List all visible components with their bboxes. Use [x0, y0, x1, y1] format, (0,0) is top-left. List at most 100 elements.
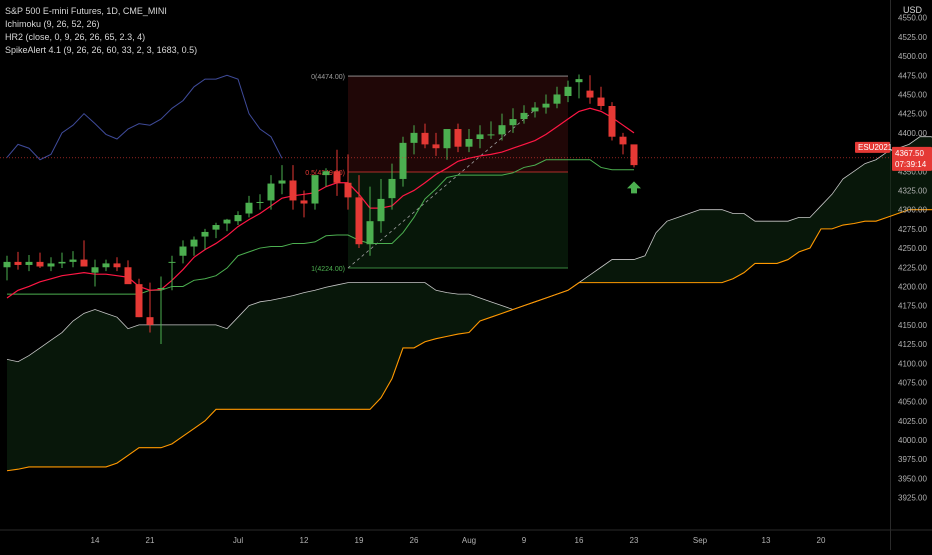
- candle-body: [597, 97, 605, 106]
- candle-body: [377, 198, 385, 222]
- candle-body: [190, 239, 198, 247]
- symbol-tag-box: [855, 141, 890, 153]
- candle-body: [256, 201, 264, 203]
- candle-body: [25, 261, 33, 265]
- candle-body: [366, 221, 374, 245]
- candle-body: [542, 103, 550, 108]
- price-tick-label: 4500.00: [898, 52, 927, 61]
- candle-body: [454, 129, 462, 147]
- legend-ichimoku[interactable]: Ichimoku (9, 26, 52, 26): [5, 19, 100, 29]
- fib-label-bottom: 1(4224.00): [311, 266, 345, 273]
- candle-body: [80, 259, 88, 267]
- candle-body: [91, 267, 99, 273]
- price-tick-label: 4350.00: [898, 167, 927, 176]
- price-tick-label: 4325.00: [898, 186, 927, 195]
- candle-body: [311, 175, 319, 204]
- currency-label: USD: [902, 5, 922, 15]
- time-tick-label: 9: [522, 536, 527, 545]
- price-tick-label: 4400.00: [898, 129, 927, 138]
- candle-body: [36, 261, 44, 267]
- price-tick-label: 4075.00: [898, 378, 927, 387]
- candle-body: [58, 261, 66, 264]
- senkou-span-b-line: [6, 209, 932, 472]
- time-tick-label: 16: [575, 536, 584, 545]
- fib-trend-line: [347, 109, 536, 269]
- ichimoku-cloud: [7, 136, 932, 471]
- candle-body: [432, 144, 440, 149]
- chart-legend: S&P 500 E-mini Futures, 1D, CME_MINI Ich…: [5, 5, 197, 57]
- time-tick-label: 19: [355, 536, 364, 545]
- candle-body: [355, 197, 363, 245]
- candle-body: [553, 94, 561, 104]
- candle-body: [520, 112, 528, 120]
- senkou-span-a-line: [6, 136, 932, 363]
- fib-zone-lower: [348, 172, 568, 269]
- price-tick-label: 4175.00: [898, 302, 927, 311]
- price-tick-label: 4125.00: [898, 340, 927, 349]
- chart-title: S&P 500 E-mini Futures, 1D, CME_MINI: [5, 6, 167, 16]
- candle-body: [146, 317, 154, 325]
- candle-body: [278, 180, 286, 184]
- price-tick-label: 4250.00: [898, 244, 927, 253]
- candle-body: [421, 132, 429, 145]
- time-tick-label: Aug: [462, 536, 476, 545]
- candle-body: [157, 287, 165, 289]
- candle-body: [179, 246, 187, 256]
- price-tick-label: 4550.00: [898, 14, 927, 23]
- candle-body: [619, 136, 627, 145]
- candle-body: [344, 182, 352, 198]
- price-tick-label: 3950.00: [898, 474, 927, 483]
- price-tick-label: 4275.00: [898, 225, 927, 234]
- legend-hr2[interactable]: HR2 (close, 0, 9, 26, 26, 65, 2.3, 4): [5, 32, 146, 42]
- price-tick-label: 4050.00: [898, 398, 927, 407]
- candle-body: [399, 142, 407, 179]
- candle-body: [102, 263, 110, 268]
- price-tag-box: [892, 146, 932, 171]
- price-tick-label: 4200.00: [898, 282, 927, 291]
- price-tick-label: 4100.00: [898, 359, 927, 368]
- time-tick-label: 21: [146, 536, 155, 545]
- chikou-span-line: [6, 74, 283, 161]
- candle-body: [113, 263, 121, 268]
- candle-body: [3, 261, 11, 268]
- price-tick-label: 4475.00: [898, 71, 927, 80]
- candle-body: [410, 132, 418, 143]
- candle-body: [223, 219, 231, 224]
- candle-body: [487, 134, 495, 136]
- legend-spikealert[interactable]: SpikeAlert 4.1 (9, 26, 26, 60, 33, 2, 3,…: [5, 45, 198, 55]
- price-tag-countdown: 07:39:14: [895, 160, 927, 169]
- time-tick-label: 26: [410, 536, 419, 545]
- candle-body: [212, 225, 220, 230]
- candle-body: [168, 261, 176, 263]
- candle-body: [476, 134, 484, 140]
- time-tick-label: Jul: [233, 536, 243, 545]
- candle-body: [47, 263, 55, 267]
- candle-body: [608, 105, 616, 137]
- candle-body: [575, 79, 583, 83]
- time-tick-label: 12: [300, 536, 309, 545]
- candle-body: [509, 119, 517, 126]
- buy-signal-arrow-icon: [627, 181, 641, 194]
- time-tick-label: 14: [91, 536, 100, 545]
- candle-body: [388, 178, 396, 199]
- price-tick-label: 4000.00: [898, 436, 927, 445]
- price-tick-label: 4450.00: [898, 90, 927, 99]
- price-tick-label: 4225.00: [898, 263, 927, 272]
- candle-body: [135, 284, 143, 318]
- candle-body: [124, 267, 132, 285]
- candle-body: [201, 231, 209, 237]
- candle-body: [443, 129, 451, 149]
- price-tick-label: 4525.00: [898, 33, 927, 42]
- tenkan-sen-line: [6, 107, 635, 299]
- candle-body: [267, 183, 275, 201]
- candle-body: [531, 107, 539, 112]
- fib-label-top: 0(4474.00): [311, 74, 345, 81]
- candle-body: [14, 261, 22, 265]
- time-tick-label: 23: [630, 536, 639, 545]
- candle-body: [465, 139, 473, 147]
- price-tick-label: 4300.00: [898, 206, 927, 215]
- candle-body: [300, 200, 308, 204]
- kijun-sen-line: [7, 159, 634, 295]
